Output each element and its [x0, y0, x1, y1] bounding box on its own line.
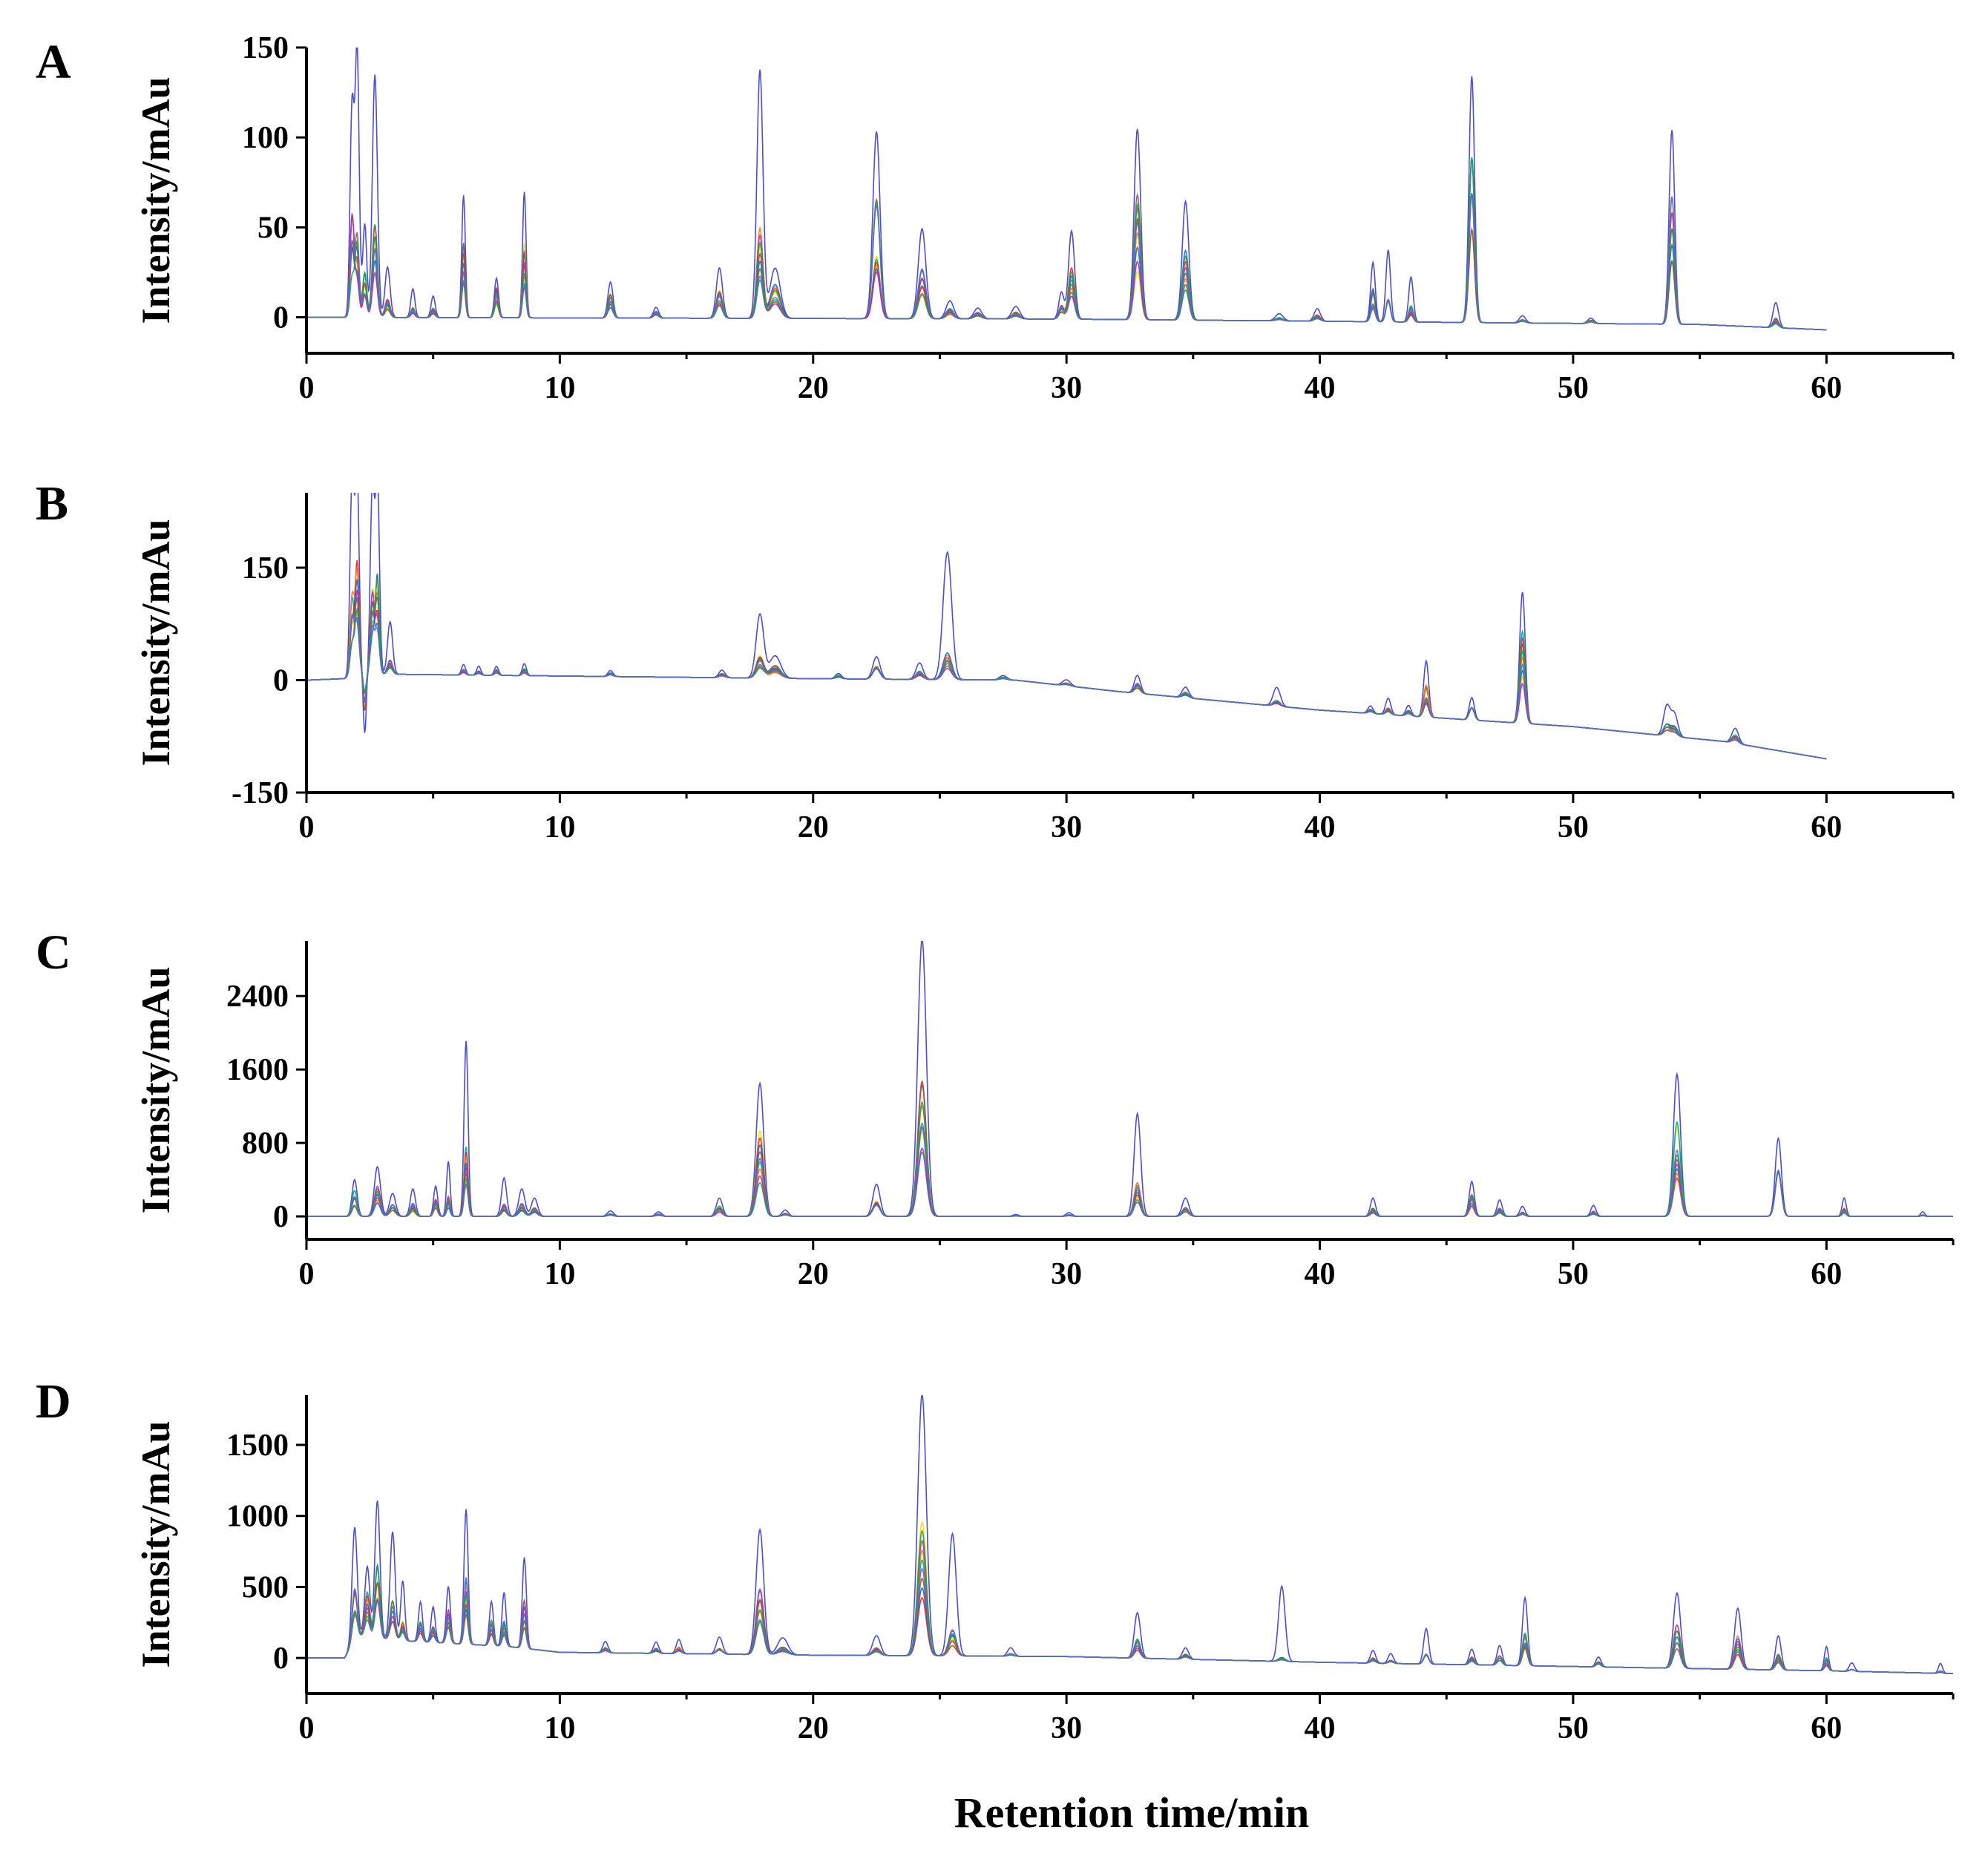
x-tick-label: 10 [544, 1257, 575, 1291]
chromatogram-trace [306, 1104, 1953, 1217]
panel-d: D Intensity/mAu 0 10 20 30 40 50 60 0 500 1000 1500 [36, 1374, 1955, 1745]
y-tick-label: 1000 [226, 1500, 289, 1534]
chromatogram-trace [306, 1121, 1953, 1217]
chromatogram-trace [306, 596, 1827, 760]
x-tick-label: 50 [1558, 1711, 1589, 1745]
y-tick-label: 100 [242, 121, 289, 155]
x-tick-label: 50 [1558, 371, 1589, 405]
x-tick-label: 20 [798, 810, 829, 845]
y-axis-title: Intensity/mAu [134, 966, 178, 1213]
chromatogram-trace [306, 1101, 1953, 1217]
chromatogram-trace [306, 578, 1827, 760]
chromatogram-trace [306, 614, 1827, 760]
x-tick-label: 30 [1051, 1257, 1082, 1291]
y-axis-title: Intensity/mAu [134, 1420, 178, 1668]
chromatogram-trace [306, 1122, 1953, 1217]
y-tick-label: 0 [273, 301, 289, 335]
trace-group [306, 47, 1827, 331]
x-tick-label: 40 [1305, 810, 1336, 845]
x-tick-label: 0 [299, 371, 315, 405]
x-tick-label: 40 [1305, 1257, 1336, 1291]
x-tick-label: 20 [798, 1257, 829, 1291]
chromatogram-trace [306, 1529, 1953, 1674]
y-axis-title: Intensity/mAu [134, 519, 178, 766]
x-tick-label: 30 [1051, 810, 1082, 845]
y-tick-label: 0 [273, 664, 289, 698]
chromatogram-trace [306, 1125, 1953, 1217]
trace-group [306, 941, 1953, 1217]
x-tick-label: 40 [1305, 1711, 1336, 1745]
x-tick-label: 60 [1811, 1711, 1842, 1745]
x-tick-label: 0 [299, 1711, 315, 1745]
y-axis-title: Intensity/mAu [134, 76, 178, 324]
chromatogram-trace [306, 1577, 1953, 1674]
chromatogram-trace [306, 566, 1827, 760]
x-tick-label: 10 [544, 810, 575, 845]
chromatogram-trace [306, 157, 1827, 331]
y-tick-label: 150 [242, 31, 289, 65]
x-tick-label: 10 [544, 1711, 575, 1745]
panel-label: C [36, 925, 71, 980]
x-tick-label: 60 [1811, 810, 1842, 845]
panel-label: D [36, 1374, 71, 1429]
panel-label: B [36, 476, 68, 531]
y-tick-label: 150 [242, 551, 289, 586]
y-tick-label: 50 [257, 211, 289, 245]
panel-b: B Intensity/mAu 0 10 20 30 40 50 60 -150 0 150 [36, 476, 1955, 845]
chromatogram-trace [306, 1521, 1953, 1674]
trace-group [306, 1395, 1953, 1674]
y-tick-label: 500 [242, 1570, 289, 1604]
x-tick-label: 30 [1051, 371, 1082, 405]
y-tick-label: 1600 [226, 1053, 289, 1087]
x-tick-label: 30 [1051, 1711, 1082, 1745]
y-tick-label: 2400 [226, 980, 289, 1014]
chromatogram-trace [306, 1395, 1953, 1674]
chromatogram-trace [306, 941, 1953, 1217]
y-tick-label: 0 [273, 1642, 289, 1676]
chromatogram-trace [306, 1567, 1953, 1674]
panel-c: C Intensity/mAu 0 10 20 30 40 50 60 0 800 1600 2400 [36, 925, 1955, 1291]
chromatogram-trace [306, 1126, 1953, 1217]
y-tick-label: 0 [273, 1200, 289, 1234]
x-tick-label: 20 [798, 371, 829, 405]
chromatogram-trace [306, 1593, 1953, 1674]
x-tick-label: 50 [1558, 1257, 1589, 1291]
chromatogram-trace [306, 47, 1827, 331]
chromatogram-trace [306, 192, 1827, 331]
x-tick-label: 0 [299, 810, 315, 845]
trace-group [306, 493, 1827, 760]
panel-a: A Intensity/mAu 0 10 20 30 40 50 60 0 50 100 150 [36, 31, 1955, 405]
y-tick-label: -150 [232, 776, 289, 810]
panel-label: A [36, 35, 71, 89]
chromatogram-trace [306, 1083, 1953, 1217]
chromatogram-trace [306, 595, 1827, 760]
x-tick-label: 60 [1811, 1257, 1842, 1291]
chromatogram-trace [306, 589, 1827, 760]
y-tick-label: 1500 [226, 1429, 289, 1463]
chromatogram-trace [306, 493, 1827, 760]
x-tick-label: 40 [1305, 371, 1336, 405]
chromatogram-trace [306, 583, 1827, 760]
x-tick-label: 10 [544, 371, 575, 405]
chromatogram-trace [306, 1080, 1953, 1217]
x-tick-label: 20 [798, 1711, 829, 1745]
chromatogram-trace [306, 1539, 1953, 1674]
x-axis-title: Retention time/min [954, 1788, 1309, 1837]
chromatogram-trace [306, 573, 1827, 760]
x-tick-label: 0 [299, 1257, 315, 1291]
y-tick-label: 800 [242, 1127, 289, 1161]
x-tick-label: 50 [1558, 810, 1589, 845]
x-tick-label: 60 [1811, 371, 1842, 405]
